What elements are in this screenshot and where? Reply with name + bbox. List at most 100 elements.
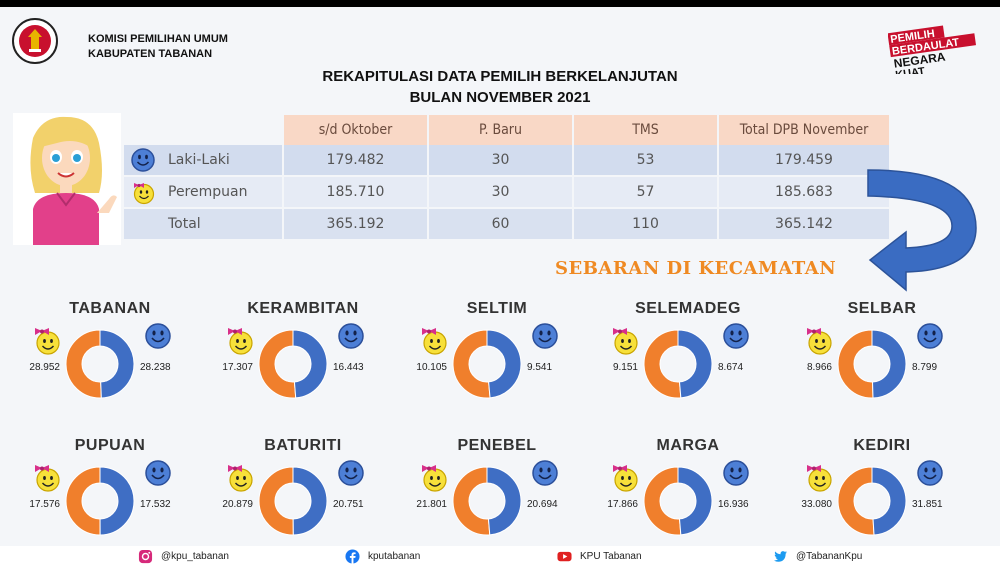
kpu-logo [12, 18, 58, 64]
social-youtube[interactable]: KPU Tabanan [557, 549, 642, 564]
slogan-word: KUAT [895, 66, 926, 74]
donut-slice-male [871, 466, 907, 536]
male-value: 20.694 [527, 499, 558, 510]
male-smiley-icon [338, 323, 364, 349]
facebook-icon [345, 549, 360, 564]
youtube-icon [557, 551, 572, 562]
female-smiley-icon [35, 328, 60, 355]
female-smiley-icon [807, 328, 832, 355]
district-name: SELTIM [466, 300, 528, 317]
donut-slice-female [452, 329, 491, 399]
male-smiley-icon [532, 460, 558, 486]
top-bar [0, 0, 1000, 7]
district-chart-seltim: SELTIM 10.105 9.541 [407, 300, 587, 420]
donut-slice-female [837, 466, 875, 536]
row-label: Perempuan [168, 184, 248, 200]
donut-chart [258, 329, 328, 399]
table-header-row: s/d Oktober P. Baru TMS Total DPB Novemb… [124, 115, 891, 145]
donut-slice-male [677, 329, 713, 399]
district-chart-tabanan: TABANAN 28.952 28.238 [20, 300, 200, 420]
table-cell: 365.192 [283, 208, 429, 241]
district-name: TABANAN [69, 300, 151, 317]
donut-slice-female [643, 329, 682, 399]
header-total-dpb: Total DPB November [718, 115, 891, 145]
donut-slice-male [292, 329, 328, 399]
district-name: KERAMBITAN [247, 300, 359, 317]
curved-arrow-icon [867, 169, 977, 292]
female-smiley-icon [133, 183, 155, 205]
male-smiley-icon [917, 323, 943, 349]
district-name: MARGA [656, 437, 720, 454]
female-value: 28.952 [29, 362, 60, 373]
male-smiley-icon [145, 323, 171, 349]
table-cell: 185.710 [283, 176, 429, 209]
header-sd-oktober: s/d Oktober [283, 115, 429, 145]
table-row: Total 365.192 60 110 365.142 [124, 208, 891, 241]
male-smiley-icon [532, 323, 558, 349]
district-name: PUPUAN [74, 437, 146, 454]
org-line-2: KABUPATEN TABANAN [88, 48, 213, 60]
table-cell: 30 [428, 176, 574, 209]
female-smiley-icon [613, 328, 638, 355]
female-value: 9.151 [612, 362, 638, 373]
district-chart-selemadeg: SELEMADEG 9.151 8.674 [598, 300, 778, 420]
header-p-baru: P. Baru [428, 115, 574, 145]
district-name: KEDIRI [853, 437, 911, 454]
male-smiley-icon [917, 460, 943, 486]
donut-chart [643, 329, 713, 399]
summary-table: s/d Oktober P. Baru TMS Total DPB Novemb… [124, 115, 891, 241]
male-value: 16.936 [718, 499, 749, 510]
donut-slice-female [65, 329, 102, 399]
donut-chart [643, 466, 713, 536]
social-facebook[interactable]: kputabanan [345, 549, 420, 564]
donut-chart [65, 329, 135, 399]
header-blank [124, 115, 284, 145]
organization-name: KOMISI PEMILIHAN UMUM KABUPATEN TABANAN [88, 32, 228, 62]
table-cell: 179.482 [283, 145, 429, 177]
district-chart-baturiti: BATURITI 20.879 20.751 [213, 437, 393, 557]
female-value: 8.966 [806, 362, 832, 373]
social-label: @TabananKpu [796, 551, 863, 562]
district-chart-marga: MARGA 17.866 16.936 [598, 437, 778, 557]
district-chart-selbar: SELBAR 8.966 8.799 [792, 300, 972, 420]
female-value: 33.080 [801, 499, 832, 510]
donut-slice-male [486, 466, 522, 536]
female-value: 17.866 [607, 499, 638, 510]
donut-chart [837, 466, 907, 536]
female-value: 10.105 [416, 362, 447, 373]
table-cell: 60 [428, 208, 574, 241]
row-label: Total [168, 216, 201, 232]
female-smiley-icon [422, 465, 447, 492]
slogan-logo: PEMILIH BERDAULAT NEGARA KUAT [888, 25, 977, 74]
male-value: 20.751 [333, 499, 364, 510]
district-chart-pupuan: PUPUAN 17.576 17.532 [20, 437, 200, 557]
donut-slice-male [486, 329, 522, 399]
district-chart-penebel: PENEBEL 21.801 20.694 [407, 437, 587, 557]
male-smiley-icon [723, 323, 749, 349]
social-twitter[interactable]: @TabananKpu [773, 549, 862, 564]
presenter-illustration [13, 113, 121, 245]
donut-slice-female [258, 329, 297, 399]
table-row: Perempuan 185.710 30 57 185.683 [124, 176, 891, 209]
donut-slice-female [643, 466, 682, 536]
female-smiley-icon [228, 465, 253, 492]
donut-chart [452, 466, 522, 536]
table-cell: 179.459 [718, 145, 891, 177]
row-label-cell: Perempuan [124, 176, 284, 209]
table-cell: 110 [573, 208, 719, 241]
table-cell: 53 [573, 145, 719, 177]
header-tms: TMS [573, 115, 719, 145]
female-value: 20.879 [222, 499, 253, 510]
row-label-cell: Laki-Laki [124, 145, 284, 177]
social-instagram[interactable]: @kpu_tabanan [138, 549, 229, 564]
social-label: kputabanan [368, 551, 421, 562]
donut-slice-female [258, 466, 294, 536]
donut-slice-male [871, 329, 907, 399]
female-smiley-icon [422, 328, 447, 355]
male-value: 17.532 [140, 499, 171, 510]
male-value: 31.851 [912, 499, 943, 510]
title-line-2: BULAN NOVEMBER 2021 [409, 89, 591, 106]
table-cell: 365.142 [718, 208, 891, 241]
female-smiley-icon [35, 465, 60, 492]
